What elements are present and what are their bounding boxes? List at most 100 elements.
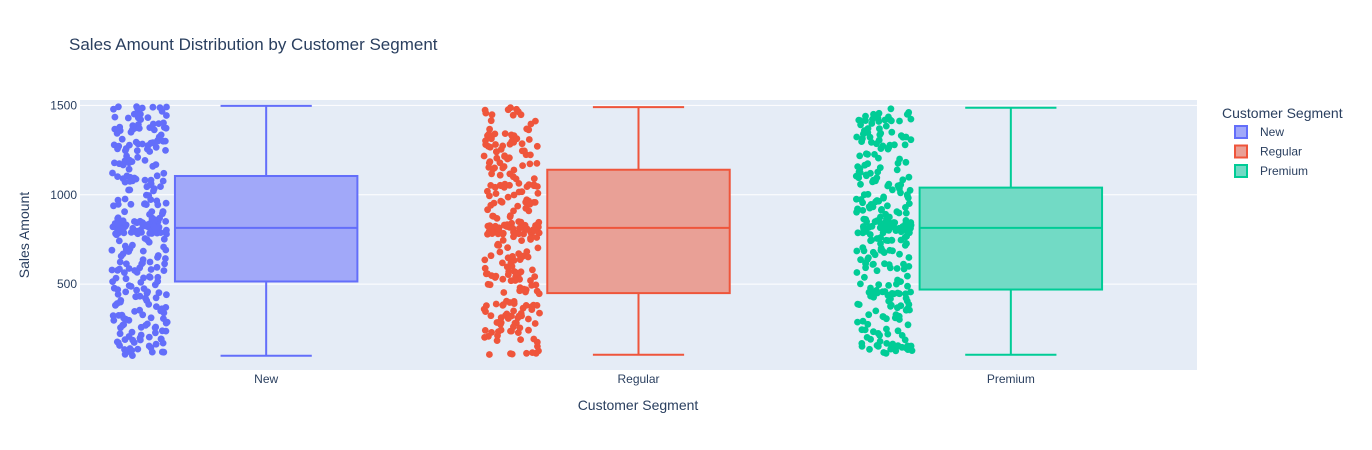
data-point-new	[152, 340, 160, 348]
data-point-premium	[853, 133, 861, 141]
data-point-new	[141, 200, 148, 208]
data-point-premium	[876, 125, 883, 133]
data-point-premium	[886, 213, 893, 221]
data-point-premium	[864, 190, 872, 198]
data-point-premium	[862, 264, 869, 272]
data-point-premium	[880, 313, 887, 321]
data-point-premium	[881, 116, 889, 124]
data-point-regular	[510, 300, 518, 307]
legend-label-regular: Regular	[1260, 145, 1302, 159]
data-point-regular	[531, 199, 539, 206]
data-point-new	[152, 329, 159, 337]
data-point-regular	[526, 160, 534, 168]
data-point-new	[139, 247, 147, 255]
data-point-new	[153, 197, 161, 205]
data-point-premium	[906, 186, 914, 194]
data-point-regular	[515, 218, 523, 226]
data-point-new	[133, 286, 141, 294]
data-point-premium	[873, 267, 881, 275]
data-point-premium	[897, 132, 905, 140]
data-point-premium	[860, 247, 868, 255]
data-point-premium	[880, 349, 888, 356]
data-point-new	[145, 192, 153, 199]
data-point-new	[121, 208, 128, 216]
data-point-new	[154, 273, 162, 281]
data-point-new	[115, 312, 123, 319]
data-point-premium	[885, 226, 893, 234]
data-point-regular	[508, 350, 516, 358]
data-point-new	[138, 104, 146, 112]
data-point-regular	[488, 170, 495, 178]
data-point-new	[162, 218, 170, 225]
data-point-new	[144, 114, 152, 121]
data-point-new	[158, 108, 166, 115]
data-point-new	[112, 274, 120, 282]
data-point-regular	[486, 351, 493, 358]
data-point-new	[126, 177, 134, 185]
data-point-regular	[499, 301, 507, 309]
data-point-new	[125, 282, 133, 289]
data-point-premium	[876, 164, 884, 172]
data-point-new	[138, 260, 146, 268]
data-point-new	[114, 286, 122, 294]
data-point-regular	[485, 164, 493, 171]
data-point-regular	[534, 183, 541, 190]
data-point-regular	[487, 312, 495, 320]
data-point-new	[163, 226, 170, 234]
data-point-regular	[531, 273, 539, 280]
data-point-new	[113, 300, 121, 307]
data-point-premium	[873, 289, 881, 297]
data-point-new	[153, 172, 161, 180]
data-point-regular	[487, 182, 495, 189]
data-point-regular	[510, 323, 517, 331]
data-point-regular	[533, 142, 541, 150]
data-point-premium	[904, 272, 911, 280]
data-point-new	[134, 153, 142, 161]
data-point-new	[145, 300, 153, 308]
data-point-premium	[884, 330, 892, 338]
data-point-premium	[854, 229, 862, 237]
data-point-regular	[493, 154, 501, 162]
data-point-regular	[513, 105, 520, 113]
data-point-new	[114, 220, 122, 228]
data-point-regular	[484, 206, 491, 214]
x-tick-label: New	[254, 372, 278, 386]
data-point-regular	[523, 349, 530, 357]
data-point-premium	[862, 259, 869, 267]
data-point-new	[151, 216, 158, 224]
data-point-new	[114, 145, 121, 153]
data-point-premium	[902, 158, 910, 166]
data-point-regular	[519, 162, 526, 170]
data-point-regular	[497, 197, 505, 205]
data-point-regular	[510, 307, 517, 315]
data-point-premium	[866, 345, 873, 353]
data-point-premium	[882, 122, 890, 130]
data-point-premium	[870, 176, 877, 184]
data-point-new	[133, 103, 141, 110]
y-axis-title: Sales Amount	[16, 192, 32, 278]
data-point-premium	[907, 136, 915, 144]
data-point-regular	[525, 181, 533, 189]
data-point-regular	[518, 147, 526, 155]
data-point-new	[141, 157, 149, 164]
data-point-premium	[867, 201, 875, 208]
data-point-regular	[523, 225, 531, 233]
legend-label-premium: Premium	[1260, 164, 1308, 178]
data-point-premium	[896, 185, 903, 193]
data-point-premium	[901, 141, 909, 149]
data-point-premium	[873, 235, 881, 242]
data-point-new	[127, 200, 135, 208]
data-point-regular	[492, 141, 499, 148]
data-point-new	[122, 275, 130, 283]
data-point-premium	[898, 332, 906, 339]
data-point-regular	[518, 237, 525, 245]
iqr-box-regular	[546, 168, 731, 295]
data-point-regular	[496, 171, 504, 179]
data-point-regular	[487, 117, 495, 125]
data-point-new	[137, 110, 144, 118]
data-point-new	[163, 103, 170, 111]
data-point-premium	[859, 207, 867, 214]
data-point-regular	[499, 259, 506, 267]
data-point-premium	[867, 292, 874, 300]
data-point-regular	[510, 233, 517, 241]
